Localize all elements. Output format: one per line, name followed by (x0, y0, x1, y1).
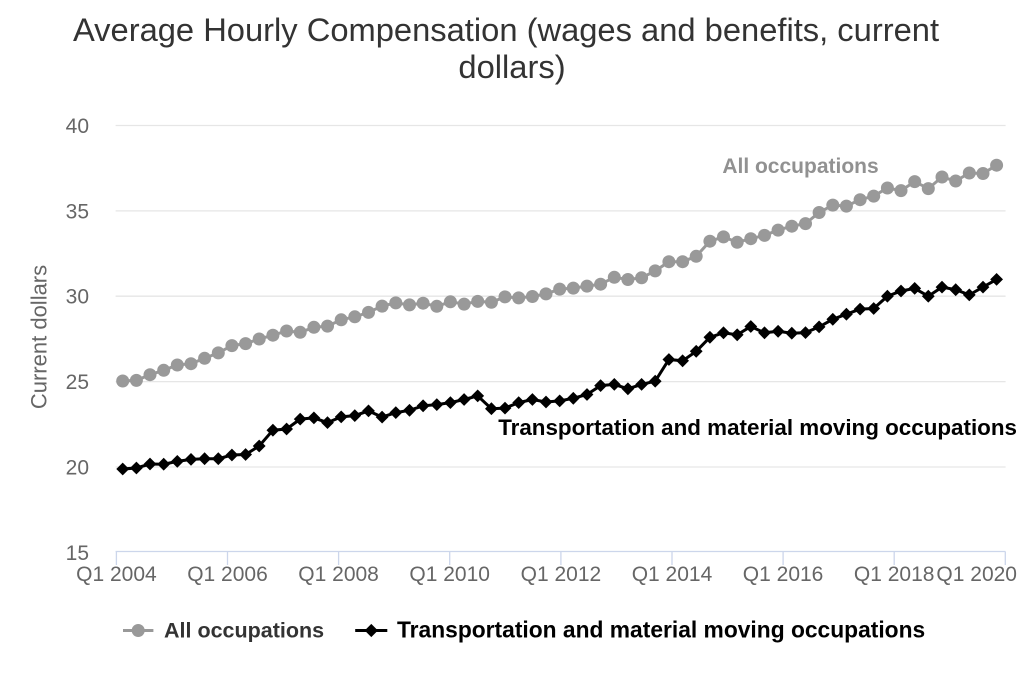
svg-text:Transportation and material mo: Transportation and material moving occup… (498, 415, 1017, 440)
svg-text:Q1 2004: Q1 2004 (76, 563, 157, 586)
svg-text:Q1 2018: Q1 2018 (854, 563, 935, 586)
svg-text:Q1 2014: Q1 2014 (632, 563, 713, 586)
svg-text:Transportation and material mo: Transportation and material moving occup… (397, 617, 925, 643)
svg-text:40: 40 (66, 115, 89, 138)
svg-text:Q1 2008: Q1 2008 (298, 563, 379, 586)
svg-text:All occupations: All occupations (164, 619, 324, 643)
svg-text:Q1 2010: Q1 2010 (409, 563, 490, 586)
svg-text:dollars): dollars) (458, 48, 565, 85)
svg-text:Q1 2020: Q1 2020 (936, 563, 1017, 586)
svg-text:20: 20 (66, 457, 89, 480)
svg-text:15: 15 (66, 542, 89, 565)
svg-text:Q1 2006: Q1 2006 (187, 563, 268, 586)
svg-text:Q1 2012: Q1 2012 (521, 563, 602, 586)
svg-text:30: 30 (66, 286, 89, 309)
svg-text:25: 25 (66, 371, 89, 394)
svg-text:35: 35 (66, 200, 89, 223)
svg-text:Current dollars: Current dollars (27, 265, 52, 409)
svg-text:All occupations: All occupations (722, 155, 878, 178)
svg-text:Average Hourly Compensation (w: Average Hourly Compensation (wages and b… (73, 11, 939, 48)
svg-text:Q1 2016: Q1 2016 (743, 563, 824, 586)
